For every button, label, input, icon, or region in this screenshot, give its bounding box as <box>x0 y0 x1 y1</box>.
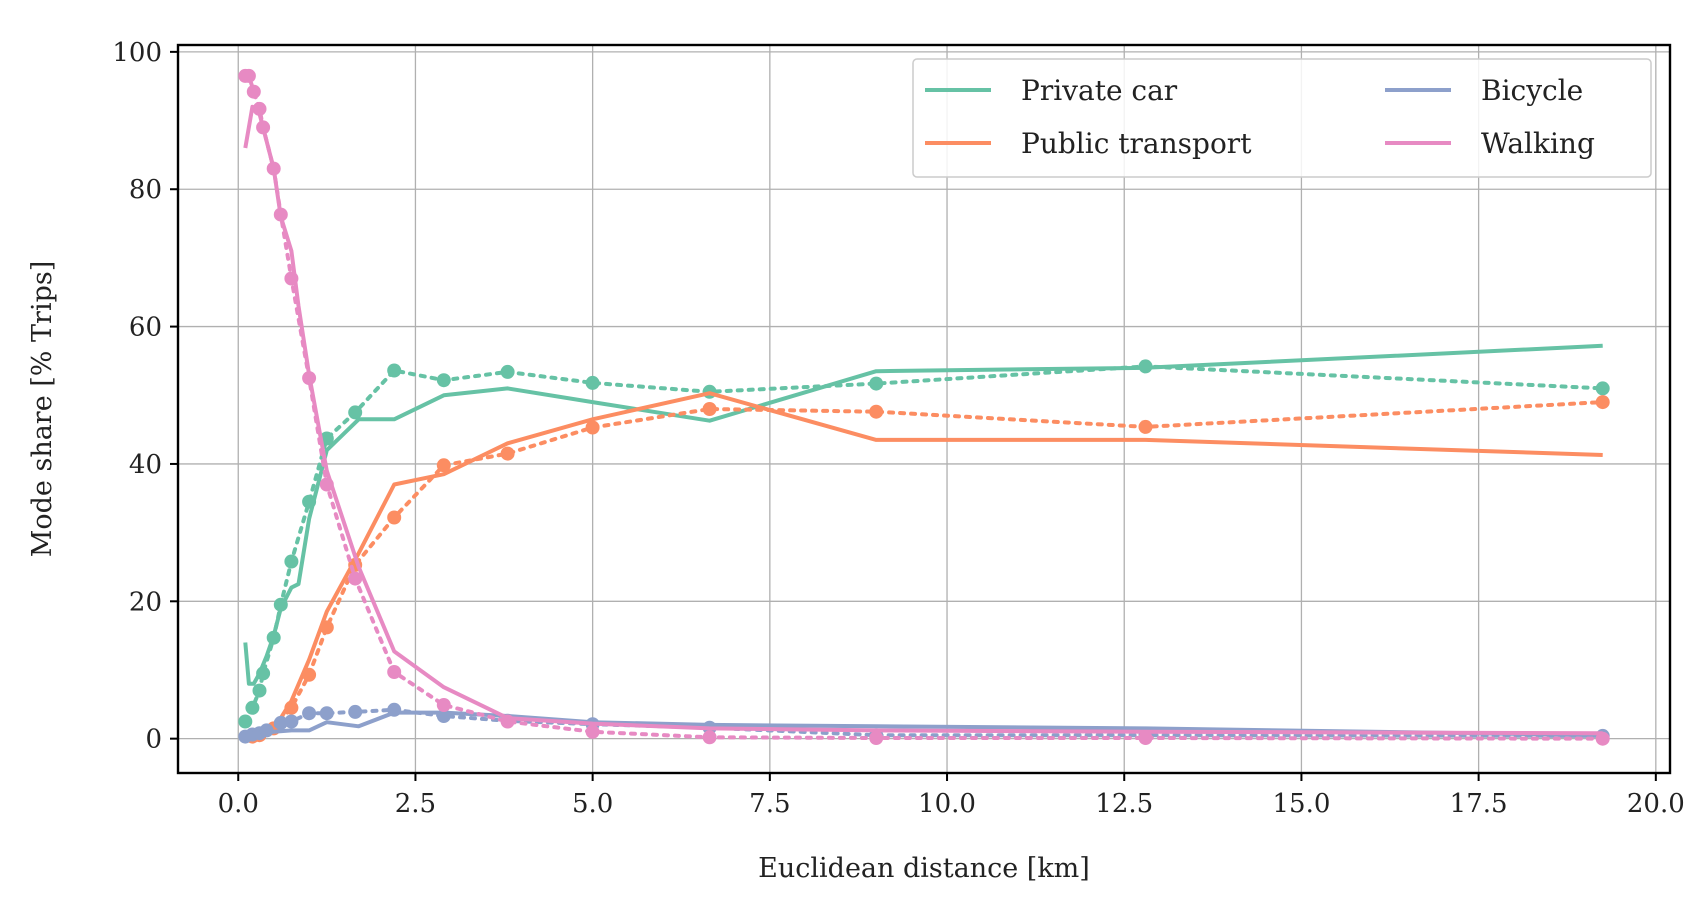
y-tick-label: 80 <box>129 175 162 205</box>
y-tick-label: 40 <box>129 450 162 480</box>
walking-observed-point <box>256 120 271 135</box>
private-car-observed-point <box>436 373 451 388</box>
bicycle-observed-point <box>348 704 363 719</box>
legend: Private car Public transport Bicycle Walkin… <box>912 58 1652 178</box>
walking-observed-point <box>246 84 261 99</box>
legend-item-public-transport: Public transport <box>925 127 1252 160</box>
legend-item-private-car: Private car <box>925 74 1178 107</box>
x-tick-label: 10.0 <box>918 789 976 819</box>
legend-label: Private car <box>1021 74 1178 107</box>
walking-observed-point <box>869 731 884 745</box>
private-car-model-line <box>243 343 1603 686</box>
private-car-observed-point <box>585 375 600 390</box>
public-transport-observed-point <box>1138 419 1153 434</box>
bicycle-observed-point <box>436 709 451 723</box>
public-transport-observed-point <box>702 402 717 416</box>
public-transport-observed-point <box>302 667 317 682</box>
public-transport-observed-point <box>869 404 884 419</box>
bicycle-observed-point <box>387 702 402 717</box>
y-tick-label: 0 <box>145 725 162 755</box>
y-tick-label: 100 <box>112 38 162 68</box>
walking-observed-point <box>702 730 717 745</box>
private-car-observed-point <box>1595 381 1610 396</box>
y-axis-label: Mode share [% Trips] <box>27 261 58 558</box>
y-tick-label: 20 <box>129 587 162 617</box>
public-transport-observed-point <box>585 420 600 435</box>
legend-label: Public transport <box>1021 127 1252 160</box>
private-car-observed-point <box>500 364 515 379</box>
x-axis-label: Euclidean distance [km] <box>758 853 1090 884</box>
private-car-observed-point <box>1138 359 1153 374</box>
bicycle-observed-point <box>273 715 288 730</box>
x-tick-label: 5.0 <box>572 789 613 819</box>
x-tick-label: 12.5 <box>1095 789 1153 819</box>
walking-observed-point <box>348 571 363 586</box>
legend-item-walking: Walking <box>1385 127 1595 160</box>
private-car-observed-point <box>302 494 317 509</box>
public-transport-observed-point <box>1595 395 1610 410</box>
series-walking <box>238 68 1610 746</box>
public-transport-observed-point <box>500 446 515 461</box>
legend-label: Walking <box>1481 127 1595 160</box>
private-car-observed-point <box>266 630 281 645</box>
walking-observed-point <box>266 161 281 176</box>
public-transport-observed-point <box>436 458 451 473</box>
plot-series <box>238 68 1610 746</box>
walking-observed-point <box>1138 731 1153 745</box>
walking-observed-point <box>252 101 267 116</box>
axis-ticks: 0.0 2.5 5.0 7.5 10.0 12.5 15.0 17.5 20.0 0 20 40 60 8… <box>112 38 1684 819</box>
private-car-observed-point <box>348 405 363 420</box>
series-private-car <box>238 343 1610 729</box>
private-car-observed-point <box>273 597 288 612</box>
walking-model-line <box>243 104 1603 736</box>
x-tick-label: 17.5 <box>1450 789 1508 819</box>
private-car-observed-point <box>238 714 253 729</box>
private-car-observed-point <box>245 700 260 715</box>
public-transport-model-line <box>245 391 1603 740</box>
x-tick-label: 2.5 <box>395 789 436 819</box>
walking-observed-point <box>284 271 299 286</box>
plot-frame <box>176 43 1672 775</box>
walking-observed-point <box>436 698 451 712</box>
walking-observed-point <box>500 714 515 729</box>
walking-observed-point <box>585 724 600 739</box>
walking-observed-point <box>319 477 334 492</box>
private-car-observed-point <box>387 363 402 378</box>
private-car-observed-point <box>284 554 299 569</box>
y-tick-label: 60 <box>129 313 162 343</box>
public-transport-observed-point <box>387 510 402 525</box>
public-transport-observed-point <box>319 620 334 635</box>
legend-label: Bicycle <box>1481 74 1583 107</box>
private-car-observed-point <box>869 376 884 391</box>
legend-box <box>912 58 1652 178</box>
public-transport-observed-point <box>284 700 299 715</box>
bicycle-observed-point <box>319 706 334 721</box>
walking-observed-point <box>273 207 288 222</box>
walking-observed-point <box>1595 731 1610 746</box>
private-car-observed-point <box>252 683 267 698</box>
x-tick-label: 15.0 <box>1272 789 1330 819</box>
private-car-observed-point <box>256 666 271 681</box>
bicycle-observed-point <box>284 714 299 729</box>
bicycle-observed-point <box>302 706 317 721</box>
x-tick-label: 7.5 <box>749 789 790 819</box>
x-tick-label: 0.0 <box>218 789 259 819</box>
x-tick-label: 20.0 <box>1627 789 1685 819</box>
walking-observed-point <box>241 68 256 83</box>
bicycle-observed-point <box>259 723 274 738</box>
private-car-observed-line <box>243 364 1605 724</box>
public-transport-observed-line <box>250 400 1605 739</box>
legend-item-bicycle: Bicycle <box>1385 74 1583 107</box>
walking-observed-point <box>302 371 317 386</box>
walking-observed-point <box>387 665 402 679</box>
